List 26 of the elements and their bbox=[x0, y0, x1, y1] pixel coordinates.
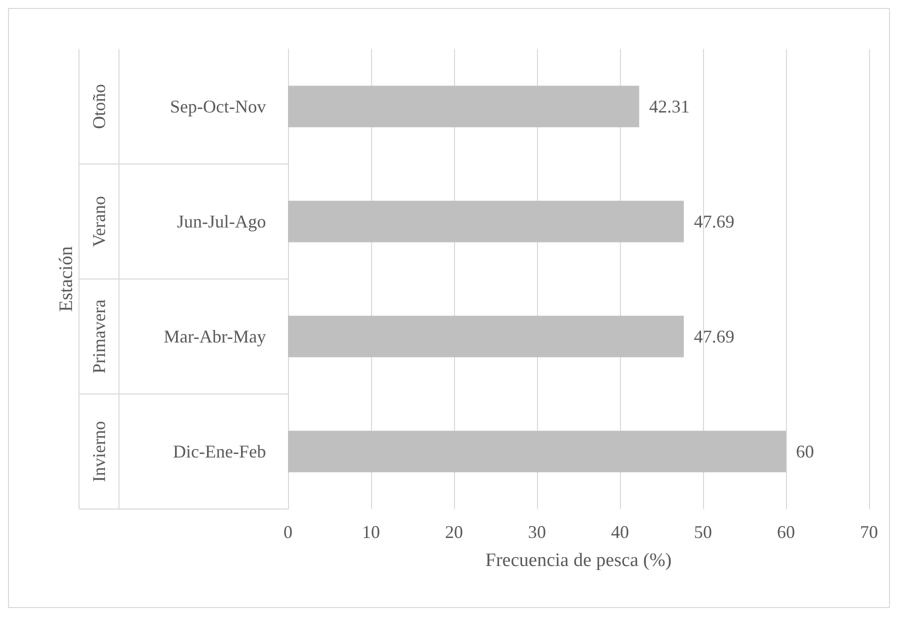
data-label: 47.69 bbox=[694, 212, 734, 232]
y-axis-title: Estación bbox=[56, 246, 77, 312]
data-label: 60 bbox=[796, 442, 814, 462]
x-tick-label: 40 bbox=[611, 522, 629, 542]
y-tick-label: Dic-Ene-Feb bbox=[173, 442, 266, 462]
x-tick-label: 0 bbox=[284, 522, 292, 542]
text: Otoño bbox=[89, 84, 109, 129]
x-tick-label: 10 bbox=[362, 522, 380, 542]
text: Primavera bbox=[89, 300, 109, 374]
bar bbox=[288, 316, 684, 358]
x-tick-label: 50 bbox=[694, 522, 712, 542]
x-tick-label: 30 bbox=[528, 522, 546, 542]
text: Invierno bbox=[89, 421, 109, 482]
x-tick-label: 60 bbox=[777, 522, 795, 542]
y-tick-label: Sep-Oct-Nov bbox=[170, 96, 266, 116]
x-axis-title: Frecuencia de pesca (%) bbox=[485, 550, 672, 571]
y-tick-label: Mar-Abr-May bbox=[164, 326, 266, 346]
bar bbox=[288, 200, 684, 242]
data-label: 47.69 bbox=[694, 326, 734, 346]
y-tick-label: Jun-Jul-Ago bbox=[177, 212, 266, 232]
bar bbox=[288, 86, 640, 128]
x-tick-label: 70 bbox=[860, 522, 878, 542]
text: Verano bbox=[89, 196, 109, 247]
x-tick-label: 20 bbox=[445, 522, 463, 542]
data-label: 42.31 bbox=[649, 96, 690, 116]
bar bbox=[288, 430, 786, 472]
